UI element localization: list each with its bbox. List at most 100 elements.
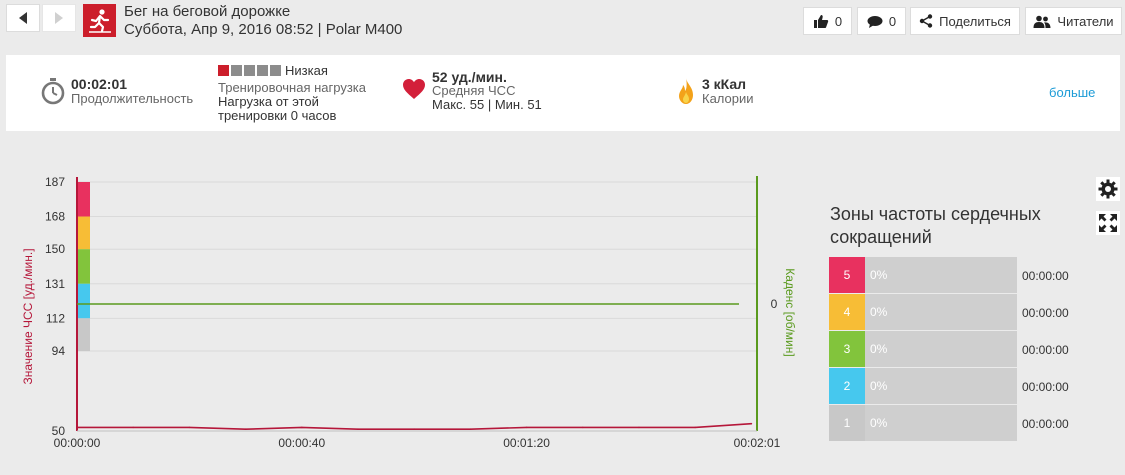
y-tick-label: 150 [45, 242, 65, 256]
chevron-right-icon [55, 12, 63, 24]
zones-title: Зоны частоты сердечных сокращений [830, 204, 1041, 247]
zone-time: 00:00:00 [1022, 306, 1069, 320]
zone-percent: 0% [865, 331, 1017, 367]
zone-number: 1 [829, 405, 865, 441]
zone-band [77, 249, 90, 284]
zone-percent: 0% [865, 368, 1017, 404]
chevron-left-icon [19, 12, 27, 24]
share-label: Поделиться [939, 13, 1011, 29]
zone-time: 00:00:00 [1022, 417, 1069, 431]
y-tick-label: 187 [45, 175, 65, 189]
people-icon [1033, 15, 1051, 28]
heart-rate-point [244, 428, 247, 430]
followers-label: Читатели [1057, 13, 1114, 29]
load-level: Низкая [285, 63, 328, 78]
calories-value: 3 кКал [702, 76, 747, 92]
share-button[interactable]: Поделиться [910, 7, 1020, 35]
zone-row-4: 4 0% [829, 294, 1017, 330]
load-label: Тренировочная нагрузка [218, 80, 367, 95]
followers-button[interactable]: Читатели [1025, 7, 1122, 35]
x-tick-label: 00:00:40 [278, 436, 325, 450]
back-button[interactable] [6, 4, 40, 32]
expand-icon [1099, 214, 1117, 232]
zone-number: 5 [829, 257, 865, 293]
heart-rate-point [525, 426, 528, 429]
fullscreen-button[interactable] [1096, 211, 1120, 235]
heart-rate-chart: 187 168 150 131 112 94 50 00:00:00 00:00:40 00:01… [0, 160, 800, 475]
zone-time: 00:00:00 [1022, 343, 1069, 357]
hr-min-max: Макс. 55 | Мин. 51 [432, 97, 542, 112]
hr-label: Средняя ЧСС [432, 83, 516, 98]
speech-bubble-icon [867, 15, 883, 28]
load-bar-3 [244, 65, 255, 76]
duration-label: Продолжительность [71, 91, 194, 106]
heart-rate-point [469, 428, 472, 430]
zone-row-3: 3 0% [829, 331, 1017, 367]
x-tick-label: 00:00:00 [54, 436, 101, 450]
x-tick-label: 00:01:20 [503, 436, 550, 450]
duration-value: 00:02:01 [71, 76, 128, 92]
zone-percent: 0% [865, 257, 1017, 293]
zone-time: 00:00:00 [1022, 380, 1069, 394]
training-load-bars [218, 65, 281, 76]
zone-percent: 0% [865, 294, 1017, 330]
heart-rate-point [581, 426, 584, 429]
x-tick-label: 00:02:01 [734, 436, 781, 450]
heart-rate-line [77, 422, 752, 431]
zone-row-5: 5 0% [829, 257, 1017, 293]
y2-axis-label: Каденс [об/мин] [783, 268, 797, 356]
heart-rate-point [300, 426, 303, 429]
zone-band [77, 318, 90, 352]
heart-rate-point [413, 428, 415, 430]
heart-rate-point [188, 426, 191, 429]
load-bar-4 [257, 65, 268, 76]
treadmill-runner-icon [83, 4, 116, 37]
load-bar-1 [218, 65, 229, 76]
heart-rate-point [76, 426, 78, 429]
comments-count: 0 [888, 13, 897, 29]
gear-icon [1098, 179, 1118, 199]
y-tick-label: 50 [52, 424, 66, 438]
heart-rate-point [750, 422, 753, 425]
y-tick-label: 94 [52, 344, 66, 358]
thumbs-up-icon [813, 14, 829, 28]
zone-number: 2 [829, 368, 865, 404]
heart-icon [403, 79, 425, 99]
stopwatch-icon [41, 78, 65, 105]
zone-band [77, 283, 90, 319]
zone-band [77, 216, 90, 250]
like-button[interactable]: 0 [803, 7, 852, 35]
zone-time: 00:00:00 [1022, 269, 1069, 283]
y-tick-label: 168 [45, 210, 65, 224]
zone-row-1: 1 0% [829, 405, 1017, 441]
heart-rate-point [694, 426, 696, 429]
hr-value: 52 уд./мин. [432, 69, 507, 85]
zone-row-2: 2 0% [829, 368, 1017, 404]
workout-subtitle: Суббота, Апр 9, 2016 08:52 | Polar M400 [124, 21, 403, 38]
forward-button[interactable] [42, 4, 76, 32]
comment-button[interactable]: 0 [857, 7, 906, 35]
heart-rate-point [132, 426, 134, 429]
y2-tick-label: 0 [771, 297, 778, 311]
flame-icon [679, 78, 693, 104]
summary-panel: 00:02:01 Продолжительность Низкая Тренир… [6, 55, 1120, 131]
load-bar-5 [270, 65, 281, 76]
heart-rate-point [357, 428, 359, 430]
workout-title: Бег на беговой дорожке [124, 3, 291, 20]
zone-band [77, 182, 90, 217]
load-desc-line2: тренировки 0 часов [218, 108, 337, 123]
heart-rate-point [638, 426, 640, 429]
zone-percent: 0% [865, 405, 1017, 441]
more-link[interactable]: больше [1049, 85, 1096, 100]
y-tick-label: 112 [46, 311, 65, 325]
zone-number: 4 [829, 294, 865, 330]
load-desc-line1: Нагрузка от этой [218, 94, 319, 109]
load-bar-2 [231, 65, 242, 76]
y-axis-label: Значение ЧСС [уд./мин.] [21, 248, 35, 384]
zone-number: 3 [829, 331, 865, 367]
calories-label: Калории [702, 91, 754, 106]
chart-settings-button[interactable] [1096, 177, 1120, 201]
likes-count: 0 [834, 13, 843, 29]
share-icon [919, 14, 933, 28]
y-tick-label: 131 [45, 277, 65, 291]
